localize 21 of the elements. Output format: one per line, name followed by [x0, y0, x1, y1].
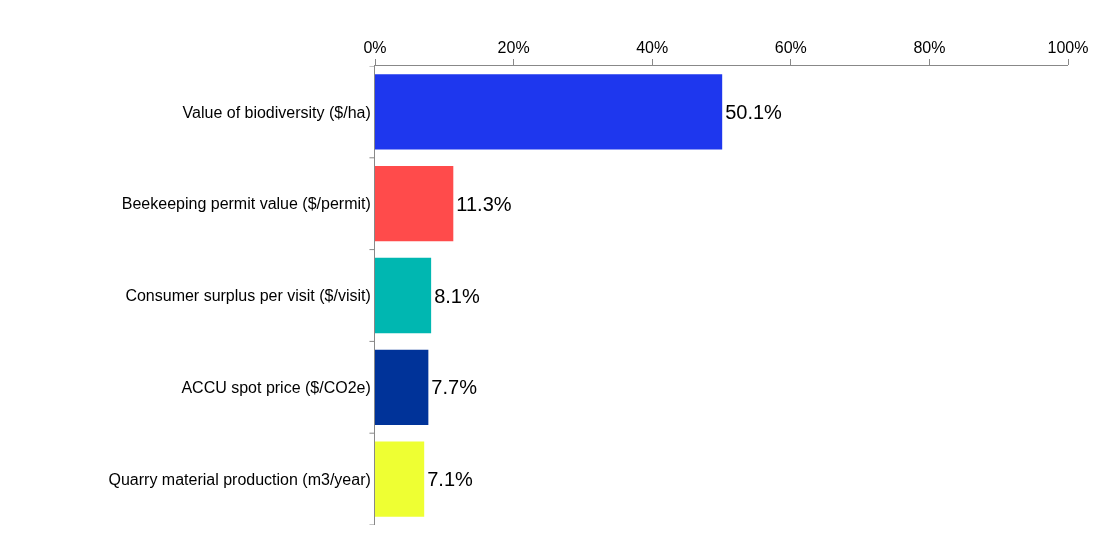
x-tick-label: 20%: [497, 38, 530, 56]
y-tick-label: ACCU spot price ($/CO2e): [181, 378, 371, 396]
x-tick-label: 100%: [1047, 38, 1089, 56]
y-tick-label: Beekeeping permit value ($/permit): [121, 195, 371, 213]
data-label: 7.1%: [427, 468, 473, 491]
y-tick-label: Consumer surplus per visit ($/visit): [125, 287, 371, 305]
x-tick-label: 80%: [913, 38, 946, 56]
data-label: 8.1%: [434, 284, 480, 307]
x-tick-label: 0%: [363, 38, 387, 56]
y-tick-label: Quarry material production (m3/year): [108, 470, 371, 488]
x-tick-label: 40%: [636, 38, 669, 56]
bar: [375, 441, 425, 517]
bar: [375, 74, 723, 150]
x-tick-label: 60%: [774, 38, 807, 56]
data-label: 7.7%: [431, 376, 478, 399]
bar: [375, 257, 432, 334]
data-label: 11.3%: [456, 192, 512, 215]
bar: [375, 166, 454, 242]
bar: [375, 349, 429, 425]
y-tick-label: Value of biodiversity ($/ha): [182, 103, 371, 121]
data-label: 50.1%: [725, 100, 783, 123]
